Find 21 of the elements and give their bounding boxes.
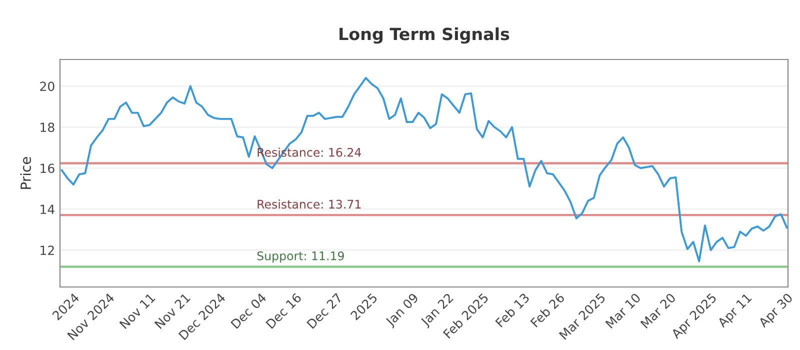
x-tick-label: Feb 13 [494, 292, 530, 328]
y-tick-label: 14 [40, 204, 54, 214]
ref-line-label: Support: 11.19 [257, 251, 344, 263]
y-tick-label: 16 [40, 164, 54, 174]
x-tick-label: Dec 16 [266, 292, 302, 329]
x-tick-label: Dec 27 [306, 292, 343, 329]
line-series [60, 76, 788, 262]
x-tick-label: Jan 09 [384, 292, 420, 328]
y-tick-label: 20 [40, 82, 54, 92]
x-tick-label: Mar 10 [605, 292, 642, 329]
x-tick-label: Feb 26 [530, 292, 566, 328]
y-axis-title: Price [20, 157, 31, 189]
chart-title: Long Term Signals [340, 27, 510, 44]
x-tick-label: Dec 04 [230, 292, 267, 329]
x-tick-label: Apr 30 [758, 292, 795, 330]
x-tick-label: Nov 11 [119, 292, 156, 330]
y-tick-label: 12 [40, 246, 54, 255]
x-tick-label: Apr 11 [716, 292, 754, 330]
y-tick-label: 18 [40, 122, 54, 132]
ref-line-label: Resistance: 13.71 [258, 200, 361, 209]
x-tick-label: Mar 20 [640, 292, 676, 329]
